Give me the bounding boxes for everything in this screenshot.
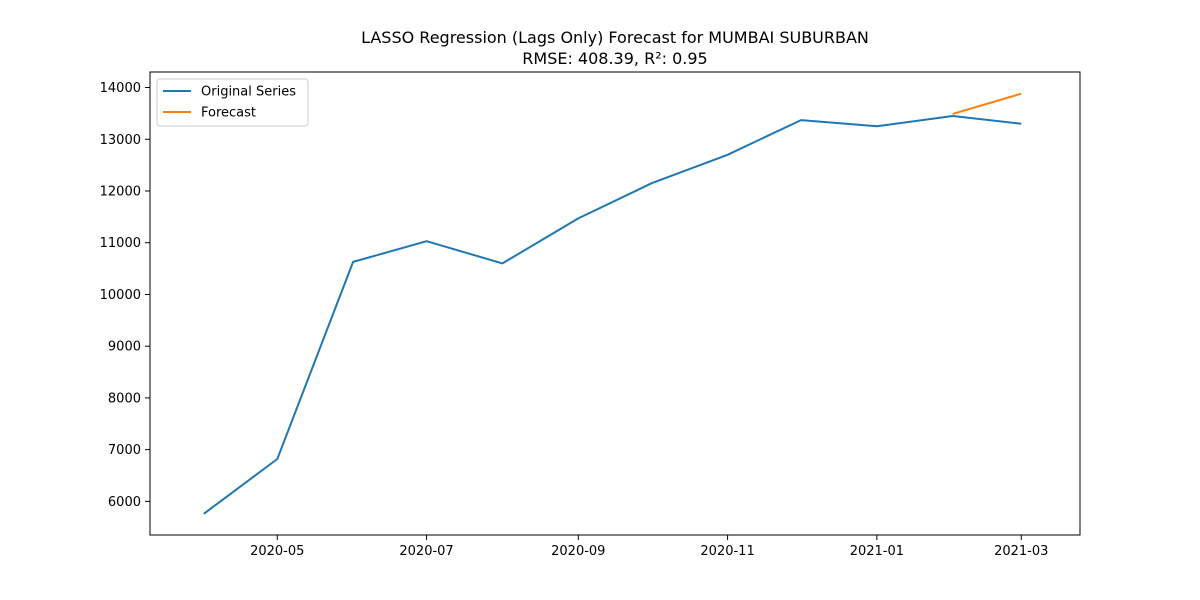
chart-title: LASSO Regression (Lags Only) Forecast fo…	[361, 28, 869, 47]
y-tick-label: 14000	[100, 81, 141, 96]
series-line-forecast	[952, 92, 1022, 115]
x-tick-label: 2021-01	[850, 544, 904, 559]
chart-subtitle: RMSE: 408.39, R²: 0.95	[522, 49, 707, 68]
x-tick-label: 2020-11	[700, 544, 754, 559]
y-tick-label: 6000	[108, 495, 141, 510]
legend-label-forecast: Forecast	[201, 106, 256, 121]
y-tick-label: 10000	[100, 288, 141, 303]
x-tick-label: 2021-03	[994, 544, 1048, 559]
y-tick-label: 12000	[100, 184, 141, 199]
y-tick-label: 13000	[100, 133, 141, 148]
x-tick-label: 2020-05	[250, 544, 304, 559]
legend-label-original: Original Series	[201, 85, 296, 100]
x-axis: 2020-05 2020-07 2020-09 2020-11 2021-01 2021-…	[250, 535, 1048, 559]
series-line-original	[203, 115, 1022, 515]
y-axis: 6000 7000 8000 9000 10000 11000 12000 13000 1400…	[100, 81, 150, 510]
series-layer	[203, 92, 1022, 515]
y-tick-label: 8000	[108, 391, 141, 406]
x-tick-label: 2020-07	[399, 544, 453, 559]
y-tick-label: 11000	[100, 236, 141, 251]
x-tick-label: 2020-09	[551, 544, 605, 559]
y-tick-label: 9000	[108, 340, 141, 355]
y-tick-label: 7000	[108, 443, 141, 458]
legend-box	[156, 78, 309, 127]
plot-frame	[149, 71, 1081, 536]
legend: Original Series Forecast	[156, 78, 309, 127]
